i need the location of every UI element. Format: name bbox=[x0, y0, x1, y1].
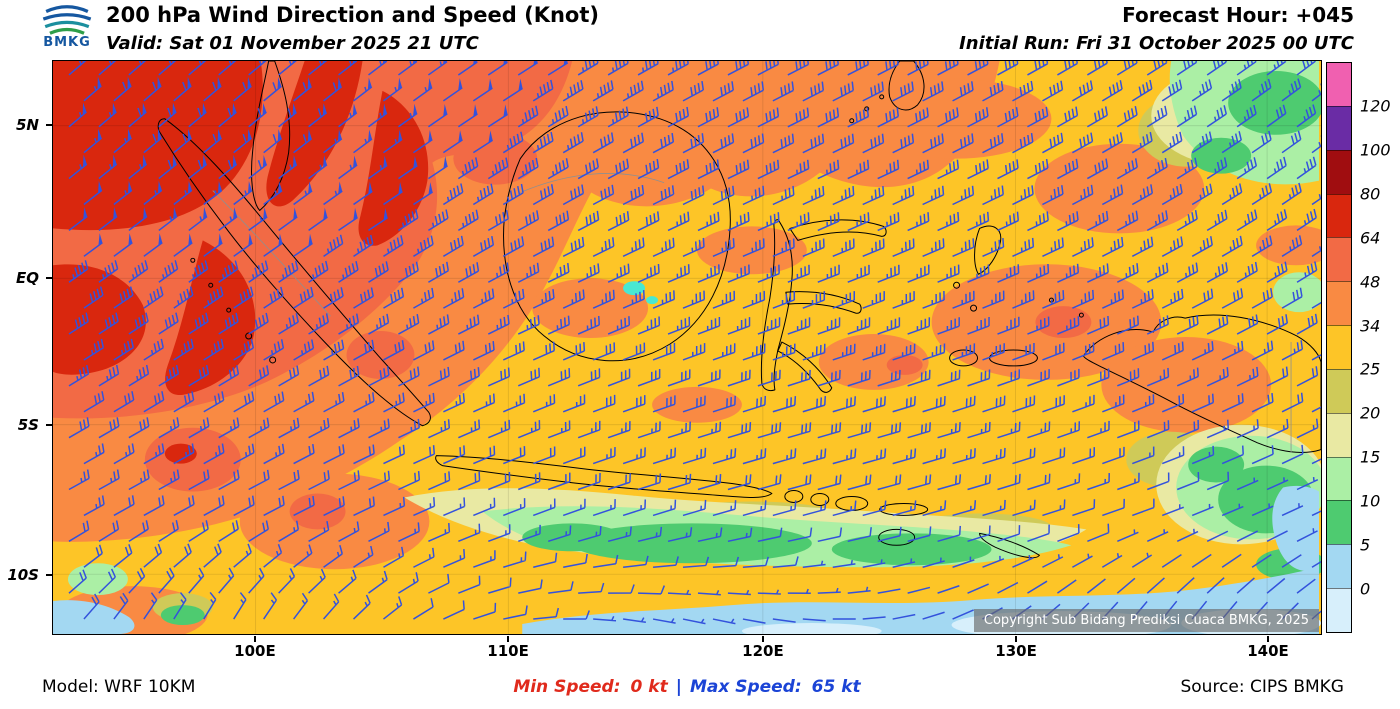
x-axis-tick bbox=[1267, 636, 1270, 642]
y-tick-label: EQ bbox=[16, 268, 39, 287]
max-speed-label: Max Speed: bbox=[689, 677, 802, 697]
colorbar-label: 20 bbox=[1360, 403, 1381, 423]
y-axis-tick bbox=[46, 424, 52, 426]
colorbar-label: 34 bbox=[1360, 316, 1381, 336]
x-tick-label: 130E bbox=[995, 642, 1037, 660]
y-tick-label: 10S bbox=[7, 566, 39, 585]
wind-barb-flags bbox=[82, 61, 568, 247]
initial-run-text: Initial Run: Fri 31 October 2025 00 UTC bbox=[959, 33, 1354, 54]
x-axis: 100E 110E 120E 130E 140E bbox=[52, 636, 1322, 664]
x-tick-label: 100E bbox=[234, 642, 276, 660]
map-canvas: Copyright Sub Bidang Prediksi Cuaca BMKG… bbox=[52, 60, 1322, 635]
x-axis-tick bbox=[761, 636, 764, 642]
colorbar-segment bbox=[1327, 105, 1351, 150]
colorbar-label: 0 bbox=[1360, 579, 1371, 599]
x-tick-label: 140E bbox=[1247, 642, 1289, 660]
colorbar-labels: 120 100 80 64 48 34 25 20 15 10 5 0 bbox=[1360, 62, 1400, 633]
copyright-overlay: Copyright Sub Bidang Prediksi Cuaca BMKG… bbox=[973, 609, 1319, 632]
colorbar bbox=[1326, 62, 1352, 633]
max-speed-value: 65 kt bbox=[811, 677, 861, 697]
colorbar-label: 120 bbox=[1360, 96, 1391, 116]
colorbar-label: 100 bbox=[1360, 140, 1391, 160]
colorbar-label: 64 bbox=[1360, 228, 1381, 248]
speed-range: Min Speed: 0 kt | Max Speed: 65 kt bbox=[52, 677, 1322, 697]
colorbar-segment bbox=[1327, 412, 1351, 457]
colorbar-label: 25 bbox=[1360, 359, 1381, 379]
valid-time-text: Valid: Sat 01 November 2025 21 UTC bbox=[106, 33, 479, 54]
colorbar-segment bbox=[1327, 500, 1351, 545]
y-tick-label: 5N bbox=[16, 115, 39, 134]
y-tick-label: 5S bbox=[17, 416, 39, 434]
colorbar-segment bbox=[1327, 149, 1351, 194]
colorbar-segment bbox=[1327, 237, 1351, 282]
min-speed-label: Min Speed: bbox=[513, 677, 621, 697]
speed-separator: | bbox=[675, 677, 682, 697]
admin-borders-layer bbox=[212, 173, 1292, 453]
colorbar-label: 5 bbox=[1360, 535, 1371, 555]
model-text: Model: WRF 10KM bbox=[42, 677, 196, 697]
colorbar-segment bbox=[1327, 456, 1351, 501]
bmkg-logo-icon bbox=[42, 5, 92, 35]
y-axis-tick bbox=[46, 574, 52, 577]
colorbar-segment bbox=[1327, 193, 1351, 238]
wind-barbs-layer bbox=[68, 61, 1321, 625]
x-tick-label: 120E bbox=[742, 642, 784, 660]
colorbar-label: 15 bbox=[1360, 447, 1381, 467]
x-axis-tick bbox=[507, 636, 510, 642]
colorbar-segment bbox=[1327, 368, 1351, 413]
colorbar-segment bbox=[1327, 325, 1351, 369]
min-speed-value: 0 kt bbox=[630, 677, 668, 697]
x-axis-tick bbox=[1015, 636, 1018, 642]
page-title: 200 hPa Wind Direction and Speed (Knot) bbox=[106, 3, 599, 27]
colorbar-segment bbox=[1327, 281, 1351, 326]
colorbar-segment bbox=[1327, 588, 1351, 632]
forecast-hour-text: Forecast Hour: +045 bbox=[1122, 3, 1354, 27]
y-axis-tick bbox=[46, 276, 52, 279]
bmkg-logo: BMKG bbox=[34, 2, 100, 50]
colorbar-segment bbox=[1327, 544, 1351, 589]
colorbar-label: 48 bbox=[1360, 272, 1381, 292]
x-axis-tick bbox=[253, 636, 256, 642]
y-axis: 5N EQ 5S 10S bbox=[0, 60, 52, 635]
colorbar-label: 10 bbox=[1360, 491, 1381, 511]
wind-barb-staffs bbox=[68, 61, 1321, 625]
coastlines-layer bbox=[157, 61, 1321, 559]
y-axis-tick bbox=[46, 123, 52, 126]
colorbar-segment bbox=[1327, 63, 1351, 106]
source-text: Source: CIPS BMKG bbox=[1180, 677, 1344, 697]
wind-speed-field bbox=[53, 61, 1321, 634]
bmkg-logo-text: BMKG bbox=[43, 35, 91, 50]
x-tick-label: 110E bbox=[487, 642, 529, 660]
colorbar-label: 80 bbox=[1360, 184, 1381, 204]
